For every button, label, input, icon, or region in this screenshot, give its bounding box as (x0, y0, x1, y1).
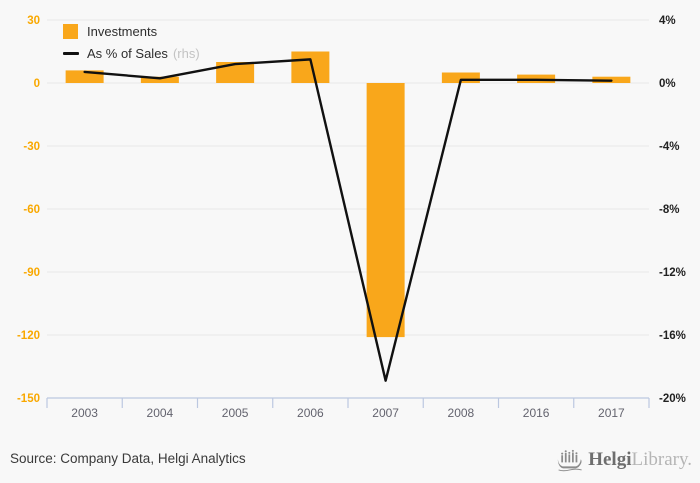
bar-2008 (441, 72, 480, 83)
legend-label-sales: As % of Sales (87, 45, 168, 61)
logo-text-helgi: Helgi (588, 449, 632, 470)
left-axis-label: 30 (27, 15, 40, 27)
left-axis-label: -120 (17, 330, 40, 342)
bar-2007 (366, 83, 405, 338)
left-axis-label: -90 (23, 267, 40, 279)
viking-ship-icon (558, 449, 582, 472)
helgi-library-logo: Helgi Library. (557, 447, 692, 473)
left-axis-label: -150 (17, 393, 40, 405)
x-axis-label-2007: 2007 (372, 406, 399, 420)
right-axis-label: -20% (659, 393, 686, 405)
right-axis-label: 0% (659, 78, 676, 90)
bar-2005 (216, 62, 255, 83)
x-axis-label-2003: 2003 (71, 406, 98, 420)
x-axis-label-2017: 2017 (598, 406, 625, 420)
x-axis-label-2016: 2016 (523, 406, 550, 420)
bar-2006 (291, 51, 330, 83)
x-axis-label-2004: 2004 (147, 406, 174, 420)
footer: Source: Company Data, Helgi Analytics (0, 445, 700, 475)
sales-line-swatch-icon (63, 51, 79, 55)
legend-item-investments: Investments (63, 23, 200, 39)
right-axis-label: -4% (659, 141, 679, 153)
right-axis-label: 4% (659, 15, 676, 27)
x-axis-label-2006: 2006 (297, 406, 324, 420)
investments-swatch-icon (63, 23, 78, 39)
right-axis-label: -8% (659, 204, 679, 216)
investments-chart: 30 0 -30 -60 -90 -120 -150 4% 0% -4% -8% -12% -16% -2… (17, 15, 686, 420)
legend-label-investments: Investments (87, 23, 158, 39)
left-axis-label: -60 (23, 204, 40, 216)
bar-2004 (140, 76, 179, 83)
legend: Investments As % of Sales (rhs) (63, 23, 200, 61)
source-text: Source: Company Data, Helgi Analytics (10, 451, 246, 466)
left-axis-label: -30 (23, 141, 40, 153)
logo-text-library: Library. (631, 449, 693, 470)
right-axis-label: -16% (659, 330, 686, 342)
x-axis-label-2008: 2008 (448, 406, 475, 420)
legend-rhs-note: (rhs) (172, 45, 200, 61)
x-axis-label-2005: 2005 (222, 406, 249, 420)
sales-percent-line (83, 58, 613, 382)
legend-item-sales: As % of Sales (rhs) (63, 45, 200, 61)
left-axis-label: 0 (34, 78, 40, 90)
right-axis-label: -12% (659, 267, 686, 279)
